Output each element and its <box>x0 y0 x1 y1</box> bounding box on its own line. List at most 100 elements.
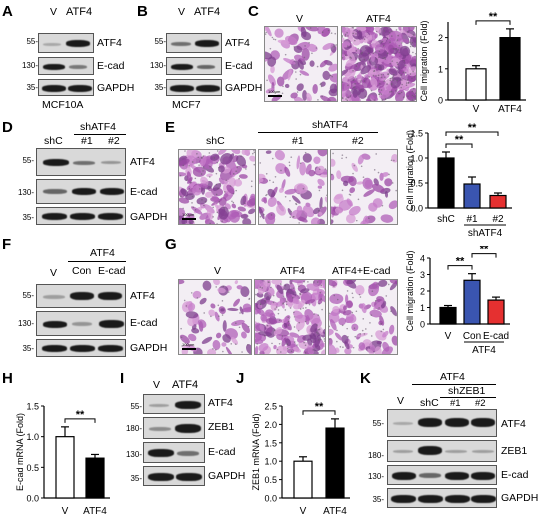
lane-label: ATF4 <box>194 6 221 18</box>
mw-marker: 55- <box>154 37 166 46</box>
cell <box>246 344 251 354</box>
cell <box>226 184 235 194</box>
pore <box>320 85 323 88</box>
group-line <box>440 397 496 398</box>
cell <box>297 299 306 310</box>
pore <box>364 95 367 98</box>
micrograph-texture <box>329 280 397 354</box>
pore <box>346 290 349 292</box>
cell <box>299 161 306 176</box>
pore <box>277 309 280 311</box>
cell <box>369 94 379 101</box>
lane-label: Con <box>72 265 92 277</box>
cell <box>208 309 216 317</box>
pore <box>285 300 288 303</box>
lane-label: shC <box>420 397 439 409</box>
protein-label: GAPDH <box>130 211 168 223</box>
significance-bracket <box>445 131 499 136</box>
pore <box>350 57 352 59</box>
pore <box>404 71 407 74</box>
pore <box>317 99 319 101</box>
pore <box>336 329 338 332</box>
cell <box>231 319 245 326</box>
bar <box>489 194 507 209</box>
bar <box>463 279 481 325</box>
pore <box>290 282 292 285</box>
cell <box>380 214 394 223</box>
cell <box>185 311 199 319</box>
pore <box>414 52 416 55</box>
pore <box>270 214 273 216</box>
pore <box>360 80 362 82</box>
cell <box>351 323 359 332</box>
cell <box>267 196 277 207</box>
pore <box>191 195 194 198</box>
pore <box>413 75 416 78</box>
pore <box>236 166 238 169</box>
panel-letter-d: D <box>2 119 13 136</box>
cell <box>227 307 239 312</box>
significance-bracket <box>475 20 511 25</box>
pore <box>293 311 295 314</box>
y-axis-label: Cell migration (Fold) <box>405 130 415 211</box>
pore <box>411 41 414 44</box>
pore <box>201 157 203 159</box>
cell <box>198 183 208 188</box>
pore <box>282 85 284 88</box>
pore <box>298 321 301 324</box>
pore <box>334 32 337 35</box>
protein-label: E-cad <box>501 469 529 481</box>
pore <box>299 308 302 310</box>
pore <box>407 82 410 84</box>
cell <box>248 208 255 215</box>
pore <box>409 43 412 45</box>
cell <box>318 211 323 216</box>
cell <box>240 213 249 219</box>
cell <box>202 280 212 291</box>
pore <box>316 324 318 326</box>
pore <box>323 338 325 340</box>
pore <box>349 95 352 97</box>
cell <box>368 283 380 297</box>
y-tick-label: 1.0 <box>264 457 277 467</box>
pore <box>352 69 354 72</box>
panel-letter-g: G <box>165 236 177 253</box>
cell <box>408 27 415 32</box>
pore <box>259 286 262 289</box>
pore <box>275 306 278 308</box>
scale-bar-label: 100μm <box>182 342 195 347</box>
scale-bar-label: 100μm <box>268 89 281 94</box>
cell <box>206 207 213 220</box>
micrograph-texture: 100μm <box>179 280 251 354</box>
mw-marker: 35- <box>22 213 34 222</box>
pore <box>358 293 361 296</box>
mw-marker: 35- <box>130 474 142 483</box>
pore <box>304 45 306 47</box>
pore <box>302 187 305 190</box>
y-axis-label: Cell migration (Fold) <box>405 250 415 331</box>
pore <box>320 284 323 287</box>
pore <box>215 172 218 175</box>
cell <box>388 68 398 76</box>
pore <box>303 56 306 59</box>
pore <box>332 152 334 155</box>
cell <box>236 285 243 290</box>
pore <box>282 302 285 304</box>
cell <box>391 153 397 163</box>
protein-label: GAPDH <box>130 342 168 354</box>
pore <box>227 291 230 293</box>
pore <box>354 82 356 85</box>
cell <box>265 51 273 60</box>
pore <box>395 314 397 317</box>
cell <box>267 287 275 296</box>
cell <box>307 43 318 52</box>
pore <box>304 344 307 347</box>
pore <box>318 168 321 171</box>
cell <box>246 198 255 207</box>
cell <box>360 65 372 75</box>
blot-gapdh <box>387 488 497 508</box>
pore <box>190 181 192 184</box>
pore <box>409 41 411 44</box>
pore <box>221 300 224 302</box>
pore <box>263 213 265 216</box>
